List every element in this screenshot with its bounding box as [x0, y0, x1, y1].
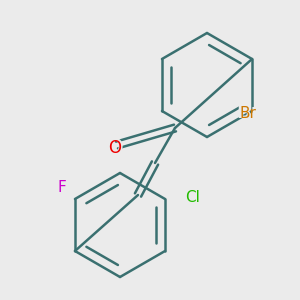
Text: F: F [56, 178, 69, 197]
Text: Cl: Cl [182, 188, 203, 206]
Text: O: O [109, 139, 122, 157]
Text: F: F [58, 181, 66, 196]
Text: O: O [106, 138, 124, 158]
Text: Cl: Cl [186, 190, 200, 205]
Text: Br: Br [240, 106, 256, 121]
Text: Br: Br [236, 103, 260, 122]
